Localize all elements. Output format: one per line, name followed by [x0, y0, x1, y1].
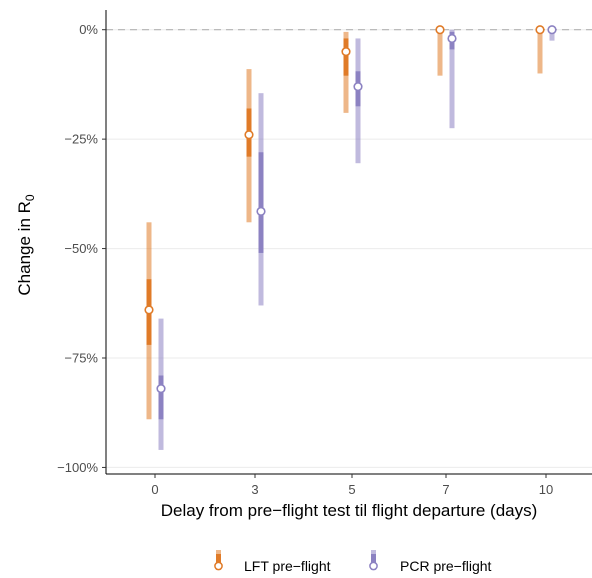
x-tick-label: 7 [442, 482, 449, 497]
inner-interval-bar [158, 375, 164, 420]
legend-key-pcr [369, 550, 378, 571]
median-point [447, 33, 457, 44]
outer-interval-bar [437, 29, 443, 76]
median-point [144, 305, 154, 315]
legend: LFT pre−flight PCR pre−flight [214, 550, 492, 574]
outer-interval-bar [449, 29, 455, 129]
lft-interval-10 [535, 25, 545, 74]
median-point [547, 25, 557, 35]
y-tick-label: −75% [64, 351, 98, 366]
y-tick-label: −50% [64, 241, 98, 256]
legend-label-lft: LFT pre−flight [244, 558, 331, 574]
y-axis-title-main: Change in R [15, 201, 34, 296]
pcr-interval-0 [156, 318, 166, 450]
x-tick-label: 3 [251, 482, 258, 497]
median-point [156, 384, 166, 394]
x-tick-label: 0 [151, 482, 158, 497]
lft-interval-5 [341, 31, 351, 113]
inner-interval-bar [258, 152, 264, 253]
median-point [353, 82, 363, 92]
x-axis-title: Delay from pre−flight test til flight de… [161, 501, 538, 520]
outer-interval-bar [549, 29, 555, 41]
median-point [244, 130, 254, 140]
x-tick-label: 10 [539, 482, 553, 497]
pcr-interval-10 [547, 25, 557, 41]
axes: 0% −25% −50% −75% −100% 0 3 5 7 10 [57, 10, 592, 497]
legend-label-pcr: PCR pre−flight [400, 558, 492, 574]
lft-interval-3 [244, 69, 254, 223]
median-point [535, 25, 545, 35]
median-point [435, 25, 445, 35]
median-point [341, 46, 351, 57]
outer-interval-bar [537, 29, 543, 74]
y-axis-title-subscript: 0 [23, 194, 37, 201]
y-tick-label: −100% [57, 460, 98, 475]
pcr-interval-7 [447, 29, 457, 129]
median-point [256, 206, 266, 216]
lft-interval-0 [144, 222, 154, 420]
y-tick-label: 0% [79, 22, 98, 37]
pcr-interval-3 [256, 93, 266, 306]
gridlines [106, 29, 592, 468]
interval-marks [144, 25, 557, 450]
lft-interval-7 [435, 25, 445, 76]
y-axis-title: Change in R0 [15, 194, 37, 296]
x-tick-label: 5 [348, 482, 355, 497]
inner-interval-bar [343, 38, 349, 76]
y-tick-label: −25% [64, 132, 98, 147]
pcr-interval-5 [353, 38, 363, 164]
legend-key-lft [214, 550, 223, 571]
